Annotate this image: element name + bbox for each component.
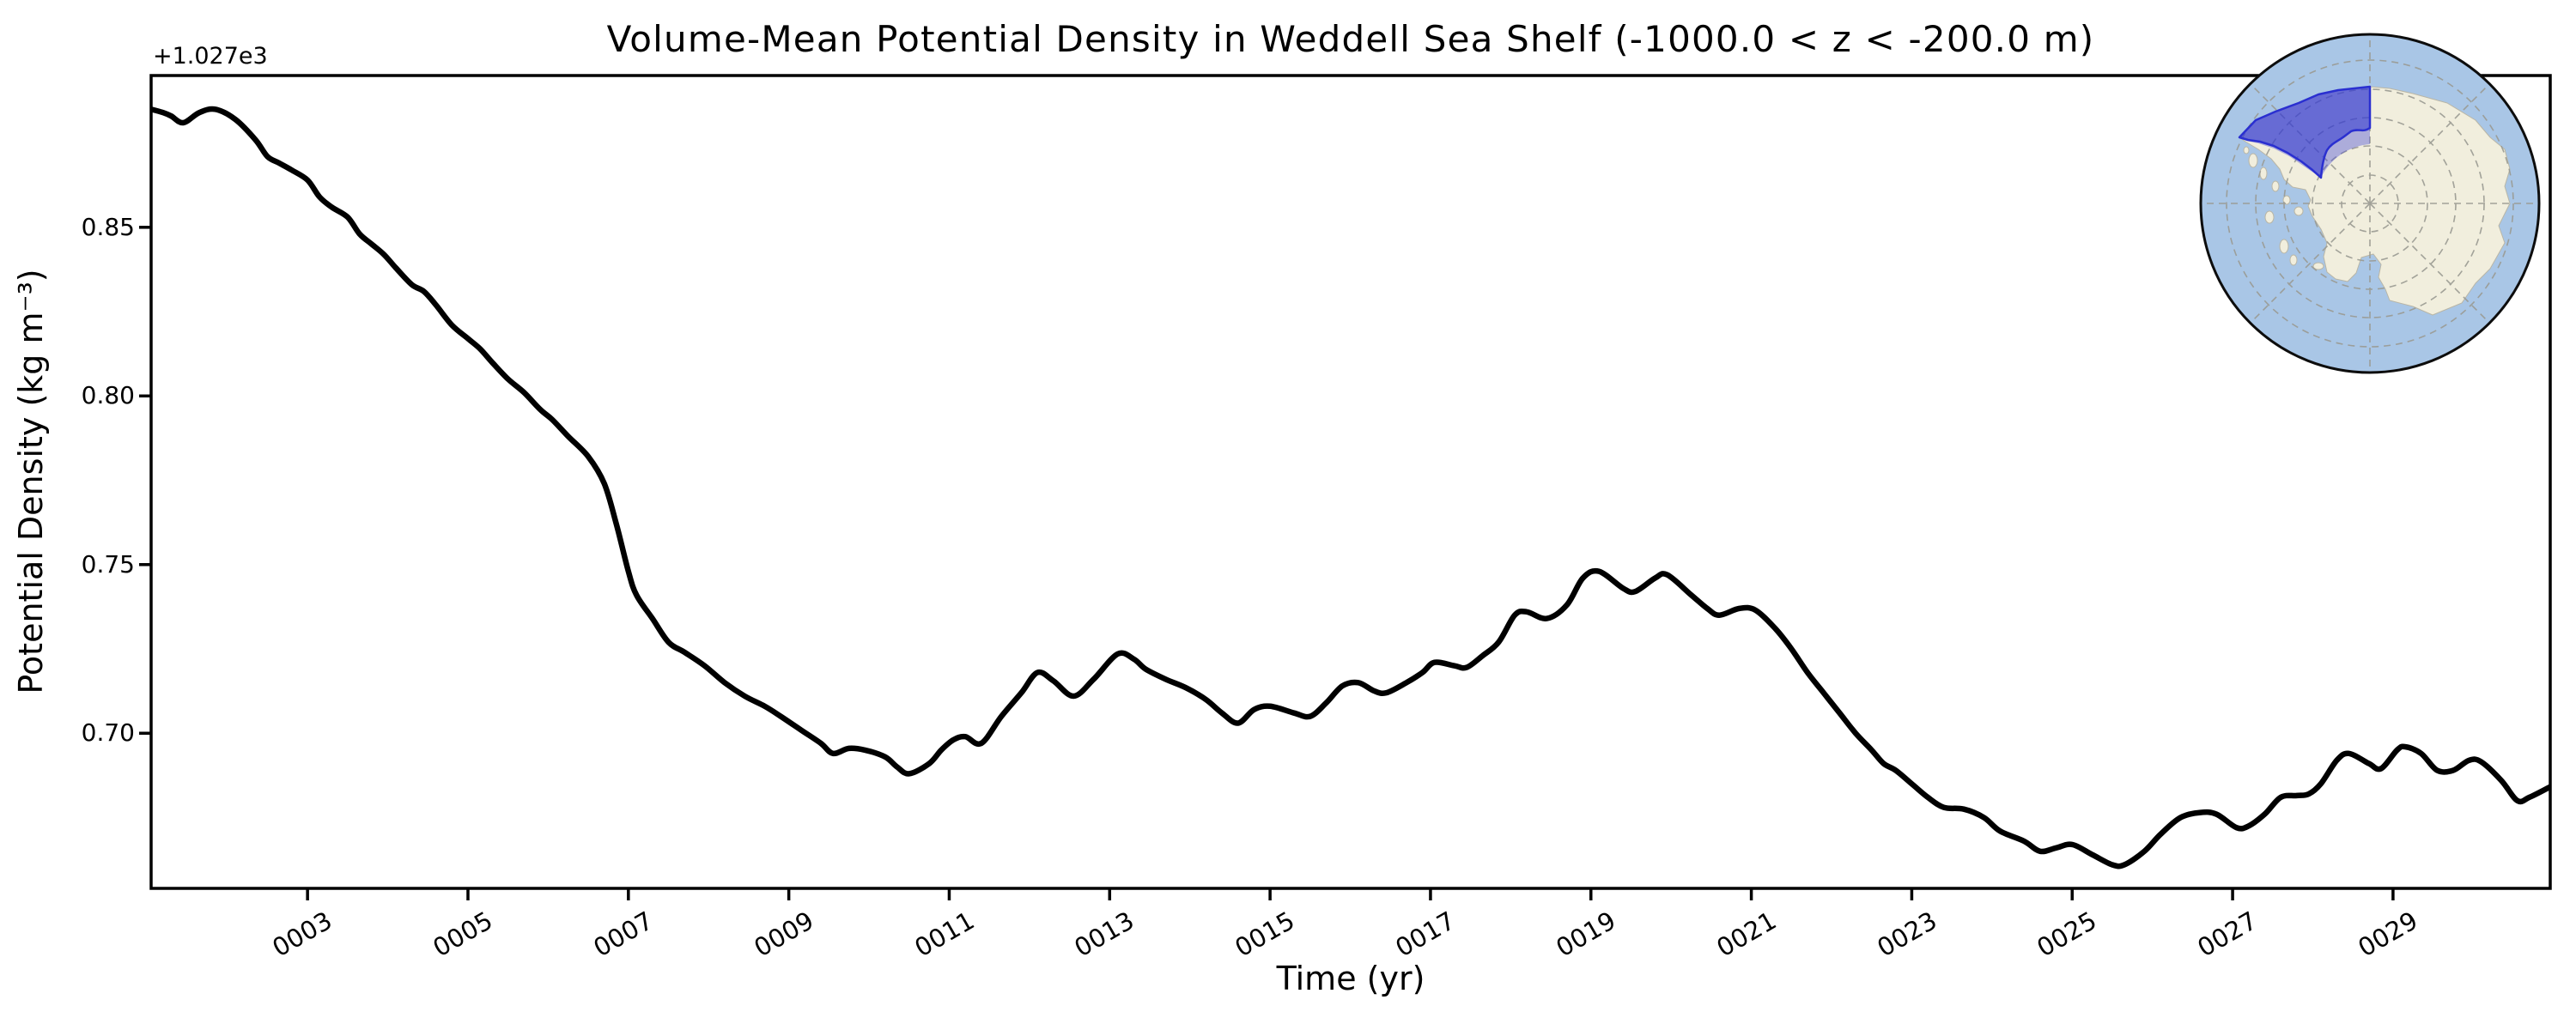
y-axis-offset-label: +1.027e3 bbox=[153, 43, 268, 70]
y-tick-label-0.80: 0.80 bbox=[81, 381, 135, 410]
density-curve bbox=[151, 106, 2550, 869]
y-axis-label: Potential Density (kg m⁻³) bbox=[12, 269, 50, 694]
axes-frame bbox=[149, 74, 2552, 890]
antarctica-map bbox=[2199, 33, 2541, 374]
x-axis-label: Time (yr) bbox=[1276, 960, 1425, 997]
y-tick-label-0.70: 0.70 bbox=[81, 718, 135, 748]
inset-locator-map bbox=[2198, 32, 2542, 375]
y-tick-label-0.85: 0.85 bbox=[81, 212, 135, 241]
chart-title: Volume-Mean Potential Density in Weddell… bbox=[606, 18, 2095, 60]
weddell-shelf-region bbox=[2238, 85, 2372, 179]
y-tick-label-0.75: 0.75 bbox=[81, 549, 135, 579]
tick-marks bbox=[139, 226, 2395, 900]
map-outline bbox=[2199, 33, 2541, 374]
